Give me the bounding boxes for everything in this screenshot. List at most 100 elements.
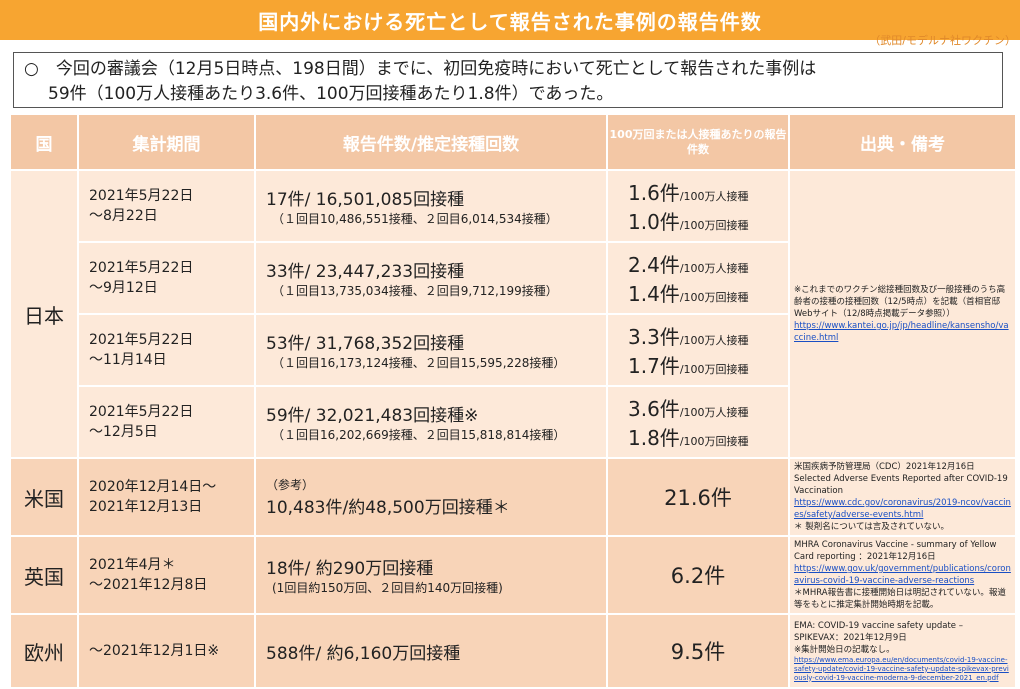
table-row: 2021年5月22日 ～9月12日 33件/ 23,447,233回接種 （１回目1… (10, 241, 1016, 315)
rate-per-person: 1.6件 (628, 181, 680, 205)
count-detail: （１回目13,735,034接種、２回目9,712,199接種） (272, 284, 558, 298)
rate-cell: 3.3件/100万人接種 1.7件/100万回接種 (606, 313, 790, 387)
table-row: 2021年5月22日 ～11月14日 53件/ 31,768,352回接種 （１回目… (10, 313, 1016, 387)
header-rate: 100万回または人接種あたりの報告件数 (606, 113, 790, 171)
source-eu: EMA: COVID-19 vaccine safety update – SP… (788, 613, 1017, 689)
count-cell: 588件/ 約6,160万回接種 (254, 613, 608, 689)
period-start: ～2021年12月1日※ (89, 643, 220, 659)
count-main: 17件/ 16,501,085回接種 (266, 190, 465, 210)
count-cell: 53件/ 31,768,352回接種 （１回目16,173,124接種、２回目15… (254, 313, 608, 387)
period-start: 2020年12月14日～ (89, 479, 217, 495)
rate-unit-dose: /100万回接種 (679, 363, 749, 376)
count-cell: 59件/ 32,021,483回接種※ （１回目16,202,669接種、２回目1… (254, 385, 608, 459)
rate-unit-person: /100万人接種 (679, 334, 749, 347)
count-cell: 17件/ 16,501,085回接種 （１回目10,486,551接種、２回目6,… (254, 169, 608, 243)
table-row: 日本 2021年5月22日 ～8月22日 17件/ 16,501,085回接種 （１… (9, 169, 1017, 459)
count-main: 10,483件/約48,500万回接種＊ (266, 498, 510, 518)
country-uk: 英国 (9, 535, 79, 615)
count-cell: （参考） 10,483件/約48,500万回接種＊ (254, 457, 608, 537)
period-end: ～11月14日 (89, 352, 167, 368)
page-subtitle: （武田/モデルナ社ワクチン） (869, 34, 1016, 47)
count-cell: 33件/ 23,447,233回接種 （１回目13,735,034接種、２回目9,… (254, 241, 608, 315)
period-start: 2021年5月22日 (89, 188, 194, 204)
source-eu-line1: EMA: COVID-19 vaccine safety update – SP… (794, 620, 963, 643)
period-start: 2021年5月22日 (89, 260, 194, 276)
rate-per-person: 3.3件 (628, 325, 680, 349)
rate-unit-person: /100万人接種 (679, 190, 749, 203)
source-eu-line2: ※集計開始日の記載なし。 (794, 644, 895, 655)
header-country: 国 (9, 113, 79, 171)
header-period: 集計期間 (77, 113, 256, 171)
rate-cell: 2.4件/100万人接種 1.4件/100万回接種 (606, 241, 790, 315)
rate-unit-dose: /100万回接種 (679, 219, 749, 232)
source-us-link[interactable]: https://www.cdc.gov/coronavirus/2019-nco… (794, 498, 1011, 520)
count-detail: （１回目10,486,551接種、２回目6,014,534接種） (272, 212, 558, 226)
table-header-row: 国 集計期間 報告件数/推定接種回数 100万回または人接種あたりの報告件数 出… (9, 113, 1017, 171)
source-japan: ※これまでのワクチン総接種回数及び一般接種のうち高齢者の接種の接種回数（12/5… (788, 169, 1017, 459)
period-start: 2021年5月22日 (89, 332, 194, 348)
rate-cell: 3.6件/100万人接種 1.8件/100万回接種 (606, 385, 790, 459)
source-us-line2: Selected Adverse Events Reported after C… (794, 474, 1008, 496)
rate-cell: 9.5件 (606, 613, 790, 689)
title-bar (0, 0, 1020, 40)
count-main: 59件/ 32,021,483回接種※ (266, 406, 479, 426)
table-row: 米国 2020年12月14日～ 2021年12月13日 （参考） 10,483件/約… (9, 457, 1017, 537)
count-main: 588件/ 約6,160万回接種 (266, 643, 461, 664)
source-japan-link[interactable]: https://www.kantei.go.jp/jp/headline/kan… (794, 321, 1009, 343)
rate-per-dose: 1.8件 (628, 426, 680, 450)
period-cell: 2021年5月22日 ～12月5日 (77, 385, 256, 459)
rate-unit-person: /100万人接種 (679, 406, 749, 419)
source-japan-text: ※これまでのワクチン総接種回数及び一般接種のうち高齢者の接種の接種回数（12/5… (794, 285, 1006, 319)
rate-per-dose: 1.4件 (628, 282, 680, 306)
period-start: 2021年5月22日 (89, 404, 194, 420)
source-eu-link[interactable]: https://www.ema.europa.eu/en/documents/c… (794, 655, 1009, 682)
period-cell: 2021年5月22日 ～8月22日 (77, 169, 256, 243)
header-source: 出典・備考 (788, 113, 1017, 171)
table-row: 欧州 ～2021年12月1日※ 588件/ 約6,160万回接種 9.5件 EM… (9, 613, 1017, 689)
table-row: 英国 2021年4月＊ ～2021年12月8日 18件/ 約290万回接種 (1回目… (9, 535, 1017, 615)
count-detail: （１回目16,202,669接種、２回目15,818,814接種） (272, 428, 566, 442)
rate-unit-dose: /100万回接種 (679, 291, 749, 304)
period-end: 2021年12月13日 (89, 499, 203, 515)
period-cell: 2021年5月22日 ～9月12日 (77, 241, 256, 315)
summary-box: ○ 今回の審議会（12月5日時点、198日間）までに、初回免疫時において死亡とし… (13, 52, 1003, 108)
period-cell: ～2021年12月1日※ (77, 613, 256, 689)
source-us: 米国疾病予防管理局（CDC）2021年12月16日 Selected Advers… (788, 457, 1017, 537)
source-uk: MHRA Coronavirus Vaccine - summary of Ye… (788, 535, 1017, 615)
source-uk-link[interactable]: https://www.gov.uk/government/publicatio… (794, 564, 1011, 586)
summary-line-1: ○ 今回の審議会（12月5日時点、198日間）までに、初回免疫時において死亡とし… (24, 59, 817, 79)
country-eu: 欧州 (9, 613, 79, 689)
source-uk-line1: MHRA Coronavirus Vaccine - summary of Ye… (794, 540, 997, 562)
header-count: 報告件数/推定接種回数 (254, 113, 608, 171)
period-cell: 2020年12月14日～ 2021年12月13日 (77, 457, 256, 537)
rate-cell: 1.6件/100万人接種 1.0件/100万回接種 (606, 169, 790, 243)
source-us-note: ＊ 製剤名については言及されていない。 (794, 522, 950, 532)
period-end: ～12月5日 (89, 424, 158, 440)
count-main: 33件/ 23,447,233回接種 (266, 262, 465, 282)
rate-per-dose: 1.0件 (628, 210, 680, 234)
count-ref: （参考） (266, 478, 315, 492)
period-cell: 2021年4月＊ ～2021年12月8日 (77, 535, 256, 615)
count-main: 18件/ 約290万回接種 (266, 559, 434, 579)
period-end: ～2021年12月8日 (89, 577, 208, 593)
count-detail: (1回目約150万回、２回目約140万回接種) (272, 581, 503, 595)
period-cell: 2021年5月22日 ～11月14日 (77, 313, 256, 387)
rate-per-person: 3.6件 (628, 397, 680, 421)
rate-unit-person: /100万人接種 (679, 262, 749, 275)
count-main: 53件/ 31,768,352回接種 (266, 334, 465, 354)
period-end: ～9月12日 (89, 280, 158, 296)
count-detail: （１回目16,173,124接種、２回目15,595,228接種） (272, 356, 566, 370)
country-us: 米国 (9, 457, 79, 537)
summary-line-2: 59件（100万人接種あたり3.6件、100万回接種あたり1.8件）であった。 (48, 84, 614, 104)
table-row: 2021年5月22日 ～12月5日 59件/ 32,021,483回接種※ （１回目… (10, 385, 1016, 459)
rate-per-person: 2.4件 (628, 253, 680, 277)
rate-per-dose: 1.7件 (628, 354, 680, 378)
report-table: 国 集計期間 報告件数/推定接種回数 100万回または人接種あたりの報告件数 出… (9, 113, 1017, 689)
period-end: ～8月22日 (89, 208, 158, 224)
country-japan: 日本 (9, 169, 79, 459)
rate-unit-dose: /100万回接種 (679, 435, 749, 448)
rate-cell: 21.6件 (606, 457, 790, 537)
page-title: 国内外における死亡として報告された事例の報告件数 (258, 10, 762, 34)
source-uk-note: ＊MHRA報告書に接種開始日は明記されていない。報道等をもとに推定集計開始時期を… (794, 588, 1006, 610)
source-us-line1: 米国疾病予防管理局（CDC）2021年12月16日 (794, 462, 975, 472)
